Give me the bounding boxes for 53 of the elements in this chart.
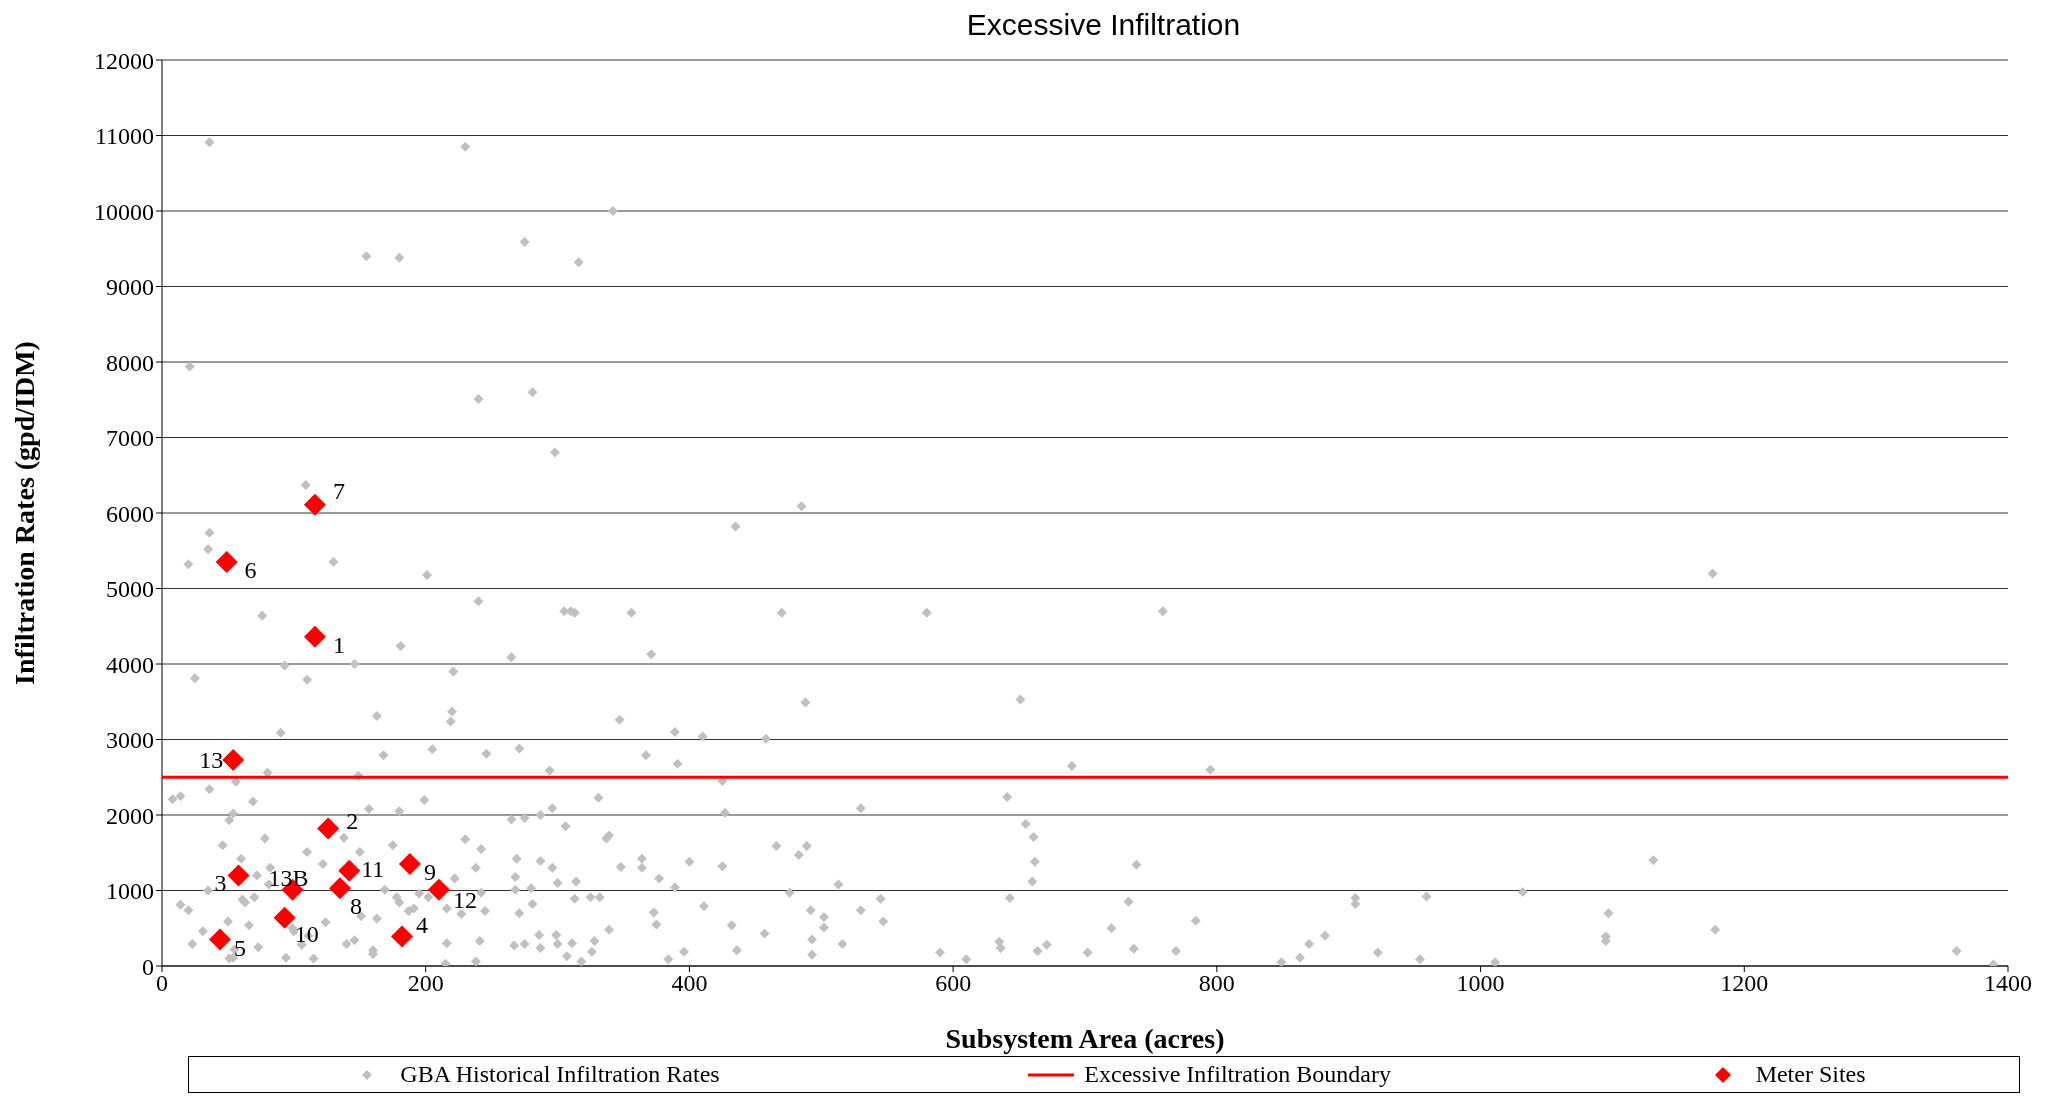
y-tick-label: 9000: [106, 274, 154, 301]
point: [273, 906, 296, 929]
point: [398, 853, 421, 876]
legend-label: GBA Historical Infiltration Rates: [400, 1061, 720, 1088]
annotation: 12: [452, 886, 477, 913]
point: [317, 817, 340, 840]
annotation: 7: [332, 477, 345, 504]
annotation: 1: [332, 631, 345, 658]
point: [222, 748, 245, 771]
point: [215, 551, 238, 574]
y-tick-label: 4000: [106, 651, 154, 678]
annotation: 13B: [268, 864, 309, 891]
y-axis-title: Infiltration Rates (gpd/IDM): [8, 341, 40, 685]
y-tick-label: 1000: [106, 878, 154, 905]
x-axis-title: Subsystem Area (acres): [945, 1023, 1225, 1054]
y-tick-label: 10000: [94, 198, 154, 225]
point: [209, 928, 232, 951]
annotation: 9: [423, 859, 436, 886]
point: [338, 859, 361, 882]
point: [303, 493, 326, 516]
y-tick-label: 0: [142, 953, 154, 980]
annotation: 4: [415, 911, 428, 938]
annotation: 3: [214, 870, 227, 897]
chart-title: Excessive Infiltration: [965, 8, 1242, 42]
x-tick-label: 800: [1198, 970, 1235, 997]
point: [329, 877, 352, 900]
annotation: 5: [234, 934, 247, 961]
x-tick-label: 200: [407, 970, 444, 997]
x-tick-label: 1000: [1456, 970, 1505, 997]
annotation: 2: [346, 807, 359, 834]
point: [390, 925, 413, 948]
y-tick-label: 12000: [94, 47, 154, 74]
point: [227, 864, 250, 887]
x-tick-label: 1200: [1720, 970, 1769, 997]
annotation: 6: [244, 557, 257, 584]
legend-label: Excessive Infiltration Boundary: [1084, 1061, 1391, 1088]
point: [427, 878, 450, 901]
y-tick-label: 8000: [106, 349, 154, 376]
legend-label: Meter Sites: [1755, 1061, 1866, 1088]
y-tick-label: 7000: [106, 425, 154, 452]
annotation: 8: [350, 893, 363, 920]
y-tick-label: 2000: [106, 802, 154, 829]
y-tick-label: 11000: [94, 123, 154, 150]
x-tick-label: 400: [671, 970, 708, 997]
x-tick-label: 600: [935, 970, 972, 997]
y-tick-label: 6000: [106, 500, 154, 527]
annotation: 13: [199, 746, 224, 773]
y-tick-label: 3000: [106, 727, 154, 754]
x-tick-label: 1400: [1984, 970, 2032, 997]
point: [303, 625, 326, 648]
y-tick-label: 5000: [106, 576, 154, 603]
annotation: 11: [361, 855, 385, 882]
annotation: 10: [294, 920, 319, 947]
